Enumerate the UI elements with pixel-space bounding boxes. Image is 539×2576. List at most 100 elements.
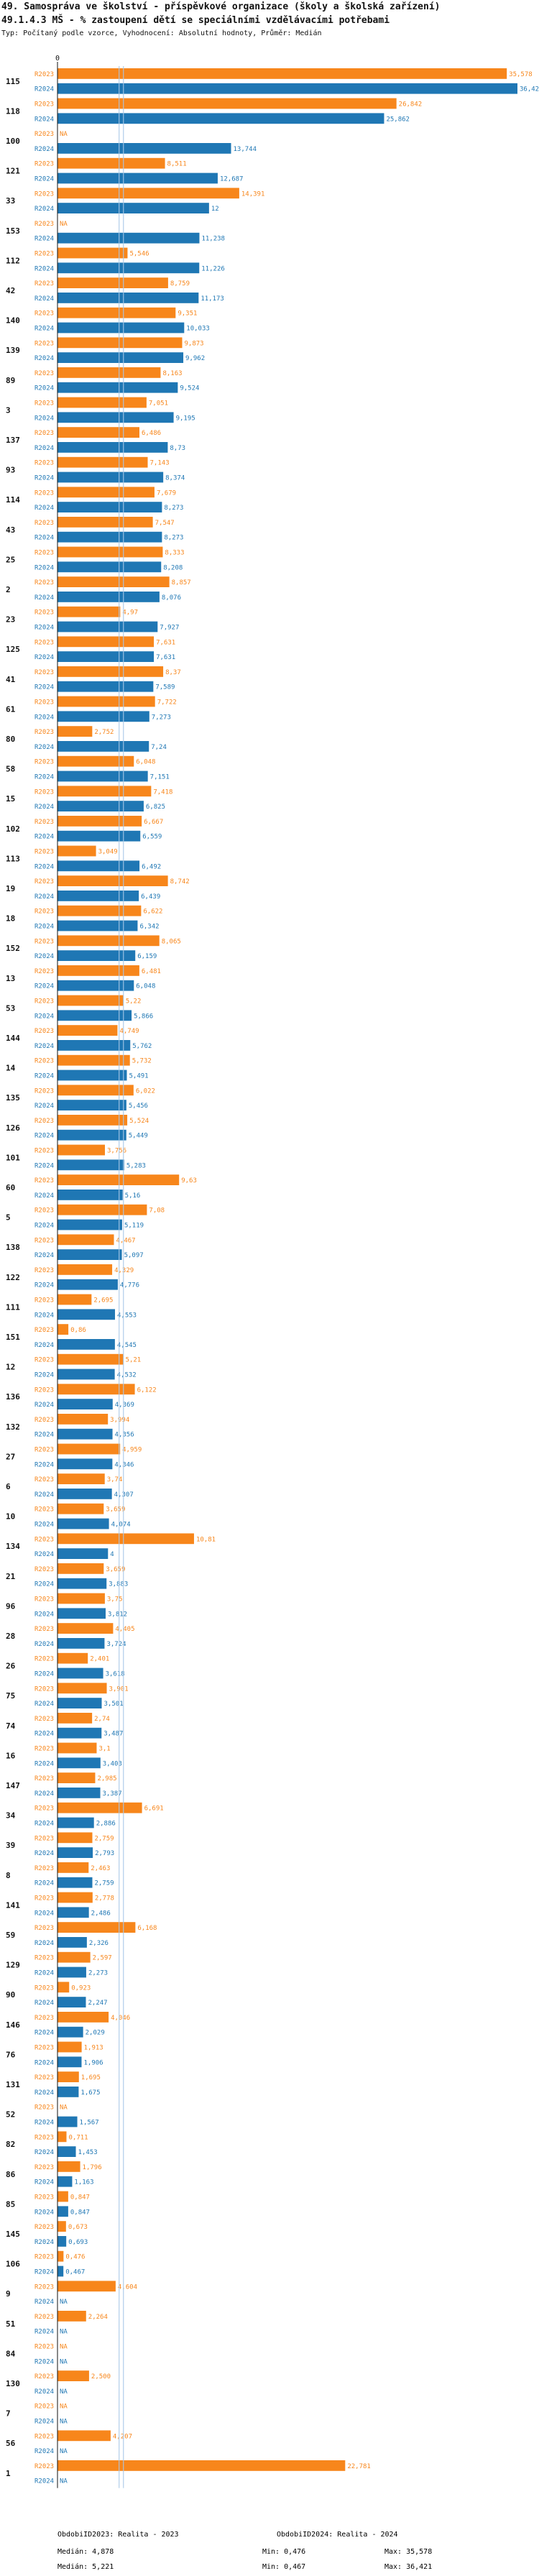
category-label: 82 [6, 2140, 15, 2149]
bar-value-label: NA [60, 2404, 68, 2411]
series-row-label: R2023 [34, 1865, 54, 1872]
bar-value-label: 1,163 [74, 2179, 93, 2186]
bar [57, 307, 176, 318]
bar [57, 1489, 112, 1499]
series-row-label: R2024 [34, 774, 54, 781]
series-row-label: R2023 [34, 1267, 54, 1274]
bar [57, 1144, 106, 1156]
bar [57, 950, 136, 961]
category-label: 152 [6, 944, 20, 953]
series-row-label: R2023 [34, 878, 54, 886]
bar [57, 1757, 101, 1769]
bar [57, 1847, 93, 1858]
chart-subtitle: 49.1.4.3 MŠ - % zastoupení dětí se speci… [1, 15, 390, 26]
bar-value-label: 1,453 [78, 2149, 98, 2156]
bar [57, 2311, 86, 2322]
bar-value-label: 5,097 [124, 1252, 144, 1259]
bar-value-label: 5,546 [129, 251, 149, 258]
bar-value-label: 2,752 [94, 729, 114, 736]
bar [57, 502, 162, 512]
category-label: 74 [6, 1721, 16, 1731]
category-group: 147 R2023 2,985 R2024 3,387 [6, 1772, 122, 1798]
bar [57, 561, 162, 573]
bar-value-label: 6,168 [137, 1925, 157, 1932]
bar [57, 786, 152, 797]
series-row-label: R2023 [34, 2463, 54, 2470]
category-group: 12 R2023 5,21 R2024 4,532 [6, 1353, 141, 1380]
bar-value-label: 8,857 [172, 579, 191, 586]
series-row-label: R2024 [34, 834, 54, 841]
series-row-label: R2023 [34, 2404, 54, 2411]
category-group: 16 R2023 3,1 R2024 3,403 [6, 1742, 122, 1769]
bar [57, 726, 93, 737]
category-label: 14 [6, 1064, 16, 1073]
category-label: 43 [6, 525, 15, 535]
category-label: 52 [6, 2110, 15, 2120]
series-row-label: R2024 [34, 1162, 54, 1169]
bar [57, 1115, 128, 1126]
series-row-label: R2024 [34, 2448, 54, 2455]
bar-value-label: 2,463 [91, 1865, 110, 1872]
bar [57, 2430, 111, 2442]
bar-value-label: 13,744 [234, 146, 257, 153]
bar-value-label: 35,578 [509, 71, 533, 78]
bar-value-label: 2,759 [94, 1880, 114, 1887]
bar [57, 1802, 142, 1813]
bar [57, 1294, 92, 1305]
legend-series-2024: ObdobiID2024: Realita - 2024 [277, 2531, 398, 2539]
bar [57, 845, 96, 857]
series-row-label: R2023 [34, 221, 54, 228]
series-row-label: R2024 [34, 505, 54, 512]
bar [57, 592, 160, 602]
series-row-label: R2023 [34, 2254, 54, 2261]
series-row-label: R2023 [34, 2074, 54, 2082]
bar-value-label: 1,906 [83, 2059, 103, 2066]
series-row-label: R2024 [34, 1402, 54, 1409]
series-row-label: R2023 [34, 310, 54, 318]
series-row-label: R2023 [34, 1955, 54, 1962]
bar-value-label: 4,532 [117, 1372, 137, 1379]
series-row-label: R2024 [34, 1223, 54, 1230]
category-label: 85 [6, 2199, 15, 2209]
bar-value-label: NA [60, 2448, 68, 2455]
category-group: 25 R2023 8,333 R2024 8,208 [6, 546, 185, 573]
stat-min-2024: Min: 0,467 [262, 2563, 306, 2571]
category-label: 122 [6, 1273, 20, 1282]
bar-value-label: 3,994 [110, 1417, 129, 1424]
bar-value-label: 14,391 [241, 190, 265, 198]
bar-value-label: 1,695 [81, 2074, 101, 2082]
category-label: 12 [6, 1363, 15, 1372]
bar-value-label: 3,1 [98, 1746, 110, 1753]
bar-value-label: 4,046 [111, 2015, 130, 2022]
bar [57, 666, 164, 677]
bar-value-label: 4,553 [117, 1312, 137, 1319]
category-label: 58 [6, 765, 15, 774]
bar [57, 1608, 106, 1619]
bar-value-label: 4 [110, 1551, 114, 1558]
series-row-label: R2024 [34, 744, 54, 751]
category-group: 135 R2023 6,022 R2024 5,456 [6, 1085, 155, 1110]
bar [57, 1518, 109, 1530]
bar [57, 1279, 118, 1290]
bar-value-label: 2,74 [94, 1716, 110, 1723]
category-label: 5 [6, 1213, 11, 1223]
category-label: 75 [6, 1691, 15, 1701]
bar [57, 68, 507, 79]
series-row-label: R2024 [34, 714, 54, 721]
bar-value-label: NA [60, 2478, 68, 2485]
bar [57, 1040, 131, 1051]
category-label: 42 [6, 286, 15, 295]
category-group: 125 R2023 7,631 R2024 7,631 [6, 636, 175, 662]
bar [57, 203, 209, 213]
bar-value-label: 9,195 [176, 415, 195, 422]
bar-value-label: 3,049 [98, 849, 118, 856]
series-row-label: R2023 [34, 71, 54, 78]
category-group: 9 R2023 4,604 R2024 NA [6, 2281, 137, 2306]
bar-value-label: 2,759 [94, 1835, 114, 1842]
series-row-label: R2024 [34, 1342, 54, 1349]
series-row-label: R2023 [34, 1327, 54, 1334]
series-row-label: R2024 [34, 355, 54, 362]
bar [57, 995, 124, 1006]
bar [57, 1458, 113, 1470]
bar [57, 1174, 180, 1185]
